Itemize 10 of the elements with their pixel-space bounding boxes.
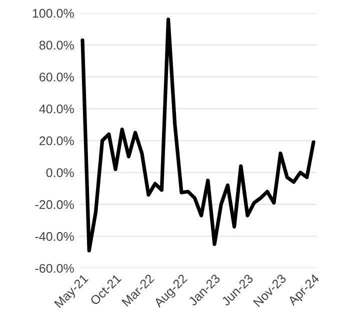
y-tick-label: 60.0%: [40, 72, 74, 82]
y-tick-label: 80.0%: [39, 40, 74, 50]
line-series: [80, 18, 316, 252]
y-tick-label: 40.0%: [39, 104, 74, 114]
y-tick-label: -60.0%: [35, 264, 74, 273]
y-tick-label: 100.0%: [32, 8, 74, 18]
y-tick-label: 0.0%: [46, 168, 74, 178]
y-tick-label: 20.0%: [40, 136, 74, 146]
y-tick-label: -20.0%: [35, 200, 74, 210]
y-tick-label: -40.0%: [35, 232, 74, 241]
